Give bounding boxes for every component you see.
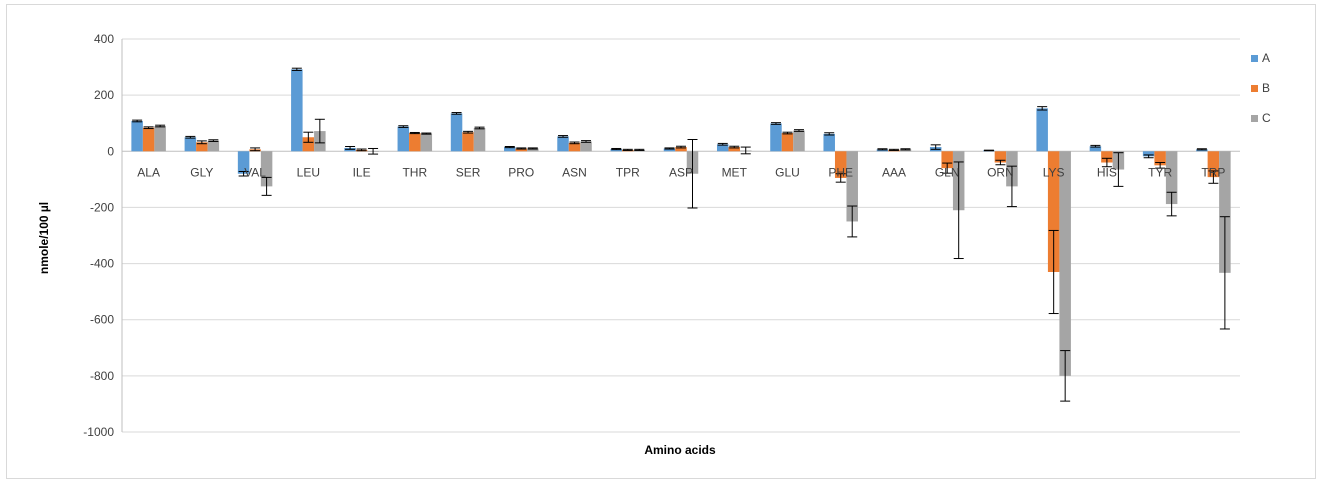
bar-B-ALA bbox=[143, 128, 155, 152]
y-axis-title: nmole/100 µl bbox=[37, 202, 51, 274]
y-tick-label: -400 bbox=[90, 257, 114, 271]
y-tick-label: 200 bbox=[94, 88, 114, 102]
x-tick-label: ALA bbox=[137, 165, 160, 179]
x-tick-label: VAL bbox=[244, 165, 266, 179]
x-tick-label: PRO bbox=[508, 165, 534, 179]
bar-B-GLU bbox=[782, 133, 794, 151]
x-tick-label: HIS bbox=[1097, 165, 1117, 179]
y-tick-label: 400 bbox=[94, 32, 114, 46]
bar-B-SER bbox=[462, 132, 474, 151]
x-tick-label: GLY bbox=[190, 165, 213, 179]
x-tick-label: GLN bbox=[935, 165, 960, 179]
y-tick-label: -800 bbox=[90, 369, 114, 383]
x-tick-label: TRP bbox=[1201, 165, 1225, 179]
x-tick-label: TYR bbox=[1148, 165, 1172, 179]
x-tick-label: ILE bbox=[353, 165, 371, 179]
x-tick-label: LEU bbox=[297, 165, 320, 179]
x-tick-label: PHE bbox=[828, 165, 853, 179]
bar-A-ASN bbox=[557, 136, 569, 151]
legend-swatch-B bbox=[1251, 85, 1258, 92]
bar-C-ALA bbox=[154, 126, 166, 151]
bar-C-THR bbox=[421, 134, 433, 152]
y-tick-label: -600 bbox=[90, 313, 114, 327]
bar-A-LYS bbox=[1036, 108, 1048, 151]
legend-swatch-C bbox=[1251, 115, 1258, 122]
x-axis-title: Amino acids bbox=[644, 443, 716, 457]
y-axis-ticks: 400 200 0 -200 -400 -600 -800 -1000 bbox=[83, 32, 114, 439]
legend[interactable]: A B C bbox=[1251, 51, 1271, 125]
bar-C-ASN bbox=[580, 141, 592, 151]
bar-A-ALA bbox=[131, 121, 143, 151]
x-tick-label: ASP bbox=[669, 165, 693, 179]
bar-A-LEU bbox=[291, 69, 303, 151]
x-tick-label: AAA bbox=[882, 165, 906, 179]
y-tick-label: 0 bbox=[107, 144, 114, 158]
gridlines bbox=[122, 39, 1240, 432]
x-tick-label: LYS bbox=[1043, 165, 1065, 179]
bar-C-GLU bbox=[793, 131, 805, 152]
bar-C-GLY bbox=[208, 141, 220, 152]
x-tick-label: TPR bbox=[616, 165, 640, 179]
x-tick-label: MET bbox=[722, 165, 748, 179]
x-tick-label: GLU bbox=[775, 165, 800, 179]
bar-A-THR bbox=[398, 127, 410, 152]
bar-B-THR bbox=[409, 133, 421, 151]
x-tick-label: ORN bbox=[987, 165, 1014, 179]
y-tick-label: -1000 bbox=[83, 425, 114, 439]
legend-label-A[interactable]: A bbox=[1262, 51, 1270, 65]
bar-A-GLU bbox=[770, 123, 782, 151]
legend-swatch-A bbox=[1251, 55, 1258, 62]
legend-label-C[interactable]: C bbox=[1262, 111, 1271, 125]
x-axis-categories: ALA GLY VAL LEU ILE THR SER PRO ASN TPR ASP MET GLU P… bbox=[137, 165, 1225, 179]
bars bbox=[131, 69, 1230, 376]
legend-label-B[interactable]: B bbox=[1262, 81, 1270, 95]
bar-C-LYS bbox=[1059, 151, 1071, 376]
x-tick-label: SER bbox=[456, 165, 481, 179]
bar-A-PHE bbox=[823, 134, 835, 151]
bar-C-SER bbox=[474, 128, 486, 151]
x-tick-label: THR bbox=[402, 165, 427, 179]
x-tick-label: ASN bbox=[562, 165, 587, 179]
y-tick-label: -200 bbox=[90, 200, 114, 214]
bar-A-SER bbox=[451, 113, 463, 151]
bar-A-GLY bbox=[185, 137, 197, 151]
